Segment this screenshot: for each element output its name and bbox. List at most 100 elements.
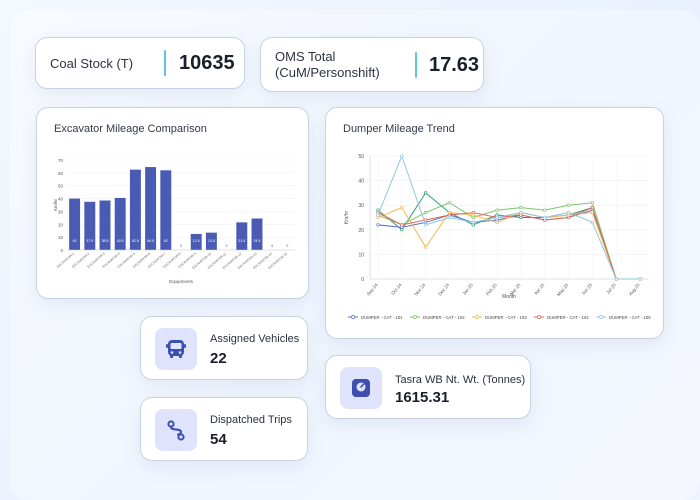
dumper-legend-marker xyxy=(413,315,417,319)
dispatched-trips-label: Dispatched Trips xyxy=(210,414,292,426)
dumper-line-chart: 0 10 20 30 40 50 Sep 24 Oct 24 Nov 24 Dec 24 Jan 2… xyxy=(344,154,651,320)
dumper-series-4-point xyxy=(471,210,475,215)
dumper-series-2-point xyxy=(495,208,499,212)
dumper-x-tick: Jul 25 xyxy=(605,282,617,295)
dumper-x-tick: Feb 25 xyxy=(485,282,498,296)
dumper-series-1-line xyxy=(377,209,640,280)
excavator-data-label: 24.5 xyxy=(254,239,261,243)
dumper-legend-marker xyxy=(351,315,355,319)
excavator-data-label: 38.5 xyxy=(102,239,109,243)
scale-icon xyxy=(340,367,382,409)
tasra-weighbridge-card: Tasra WB Nt. Wt. (Tonnes) 1615.31 xyxy=(325,355,531,419)
excavator-y-tick: 60 xyxy=(58,171,64,176)
oms-total-label-line1: OMS Total xyxy=(275,49,336,64)
dumper-series-5-line xyxy=(377,154,640,280)
excavator-y-axis-label: Km/hr xyxy=(53,199,58,212)
dumper-series-5-point xyxy=(447,215,452,220)
dumper-x-tick: Jun 25 xyxy=(581,282,594,296)
excavator-bar xyxy=(145,167,157,250)
dispatched-trips-value: 54 xyxy=(210,431,227,448)
excavator-data-label: 0 xyxy=(226,244,228,248)
dumper-x-tick: Aug 25 xyxy=(628,282,641,297)
assigned-vehicles-value: 22 xyxy=(210,350,227,367)
dumper-series-4-point xyxy=(566,215,571,220)
oms-total-card: OMS Total (CuM/Personshift) 17.63 xyxy=(260,37,484,92)
dumper-legend-marker xyxy=(475,315,479,319)
excavator-data-label: 37.5 xyxy=(86,239,93,243)
dumper-x-tick: Nov 24 xyxy=(413,282,426,297)
dumper-series-2-point xyxy=(447,201,452,205)
dumper-x-tick: Dec 24 xyxy=(437,282,450,297)
excavator-bar xyxy=(69,198,81,250)
excavator-data-label: 62.5 xyxy=(132,239,139,243)
excavator-chart-title: Excavator Mileage Comparison xyxy=(54,123,207,135)
excavator-y-tick: 70 xyxy=(58,158,64,163)
dumper-series-5-point xyxy=(495,215,499,220)
excavator-y-tick: 20 xyxy=(58,222,64,227)
dumper-series-5-point xyxy=(400,154,404,158)
excavator-y-tick: 30 xyxy=(58,209,64,214)
dispatched-trips-card: Dispatched Trips 54 xyxy=(140,397,308,461)
excavator-y-tick: 10 xyxy=(58,235,64,240)
dumper-series-3-point xyxy=(495,220,499,225)
oms-total-label: OMS Total (CuM/Personshift) xyxy=(275,49,380,81)
dumper-series-5-point xyxy=(471,220,475,225)
dumper-series-5-point xyxy=(423,223,428,227)
tasra-label: Tasra WB Nt. Wt. (Tonnes) xyxy=(395,374,526,386)
dumper-series-3-point xyxy=(423,245,428,249)
excavator-bar xyxy=(114,197,126,250)
dumper-x-tick: Sep 24 xyxy=(366,282,379,297)
dumper-series-1-point xyxy=(376,223,380,227)
dumper-series-5-point xyxy=(376,213,380,217)
dumper-series-2-point xyxy=(566,203,571,207)
excavator-data-label: 62 xyxy=(164,239,168,243)
dumper-x-tick: Oct 24 xyxy=(390,282,403,296)
oms-total-label-line2: (CuM/Personshift) xyxy=(275,65,380,80)
assigned-vehicles-label: Assigned Vehicles xyxy=(210,333,300,345)
tasra-value: 1615.31 xyxy=(395,389,450,406)
dumper-legend-label: DUMPER - CAT - 105 xyxy=(609,315,651,320)
oms-total-divider xyxy=(415,52,417,78)
excavator-bar xyxy=(205,232,217,250)
excavator-data-label: 0 xyxy=(271,244,273,248)
dumper-legend-label: DUMPER - CAT - 101 xyxy=(361,315,403,320)
dumper-series-2-point xyxy=(543,208,547,212)
excavator-data-label: 64.5 xyxy=(147,239,154,243)
coal-stock-divider xyxy=(164,50,166,76)
dumper-series-2-point xyxy=(590,201,595,205)
dumper-series-5-point xyxy=(543,215,547,220)
dumper-y-tick: 30 xyxy=(358,203,364,209)
coal-stock-value: 10635 xyxy=(179,52,235,74)
dumper-chart-title: Dumper Mileage Trend xyxy=(343,123,455,135)
dumper-series-4-point xyxy=(590,206,595,210)
dumper-y-tick: 20 xyxy=(358,228,364,234)
dumper-series-5-point xyxy=(590,220,595,225)
dumper-x-axis-label: Month xyxy=(502,294,516,300)
dumper-y-tick: 10 xyxy=(358,252,364,258)
excavator-data-label: 13.5 xyxy=(208,239,215,243)
excavator-bar-chart: 01020304050607040EXCAVATOR-137.5EXCAVATO… xyxy=(53,158,295,284)
dumper-series-4-point xyxy=(400,223,404,227)
excavator-data-label: 0 xyxy=(286,244,288,248)
excavator-data-label: 0 xyxy=(180,244,182,248)
dumper-x-tick: May 25 xyxy=(556,282,570,297)
excavator-y-tick: 50 xyxy=(58,184,64,189)
excavator-bar xyxy=(251,218,263,250)
excavator-data-label: 21.5 xyxy=(238,239,245,243)
dumper-series-3-line xyxy=(377,207,640,280)
dumper-legend-marker xyxy=(599,315,603,319)
excavator-y-tick: 40 xyxy=(58,197,64,202)
dumper-legend-marker xyxy=(537,315,541,319)
dumper-legend-label: DUMPER - CAT - 104 xyxy=(547,315,589,320)
dumper-series-5-point xyxy=(614,277,618,281)
dumper-x-tick: Jan 25 xyxy=(462,282,475,296)
coal-stock-label: Coal Stock (T) xyxy=(50,56,134,71)
excavator-bar xyxy=(99,200,111,250)
dumper-series-5-point xyxy=(519,210,523,215)
assigned-vehicles-card: Assigned Vehicles 22 xyxy=(140,316,308,380)
excavator-data-label: 40.5 xyxy=(117,239,124,243)
excavator-bar xyxy=(190,233,202,250)
excavator-chart-card: Excavator Mileage Comparison 0 10 20 30 40 50… xyxy=(36,107,309,299)
oms-total-value: 17.63 xyxy=(429,54,480,76)
dumper-series-3-point xyxy=(400,206,404,210)
